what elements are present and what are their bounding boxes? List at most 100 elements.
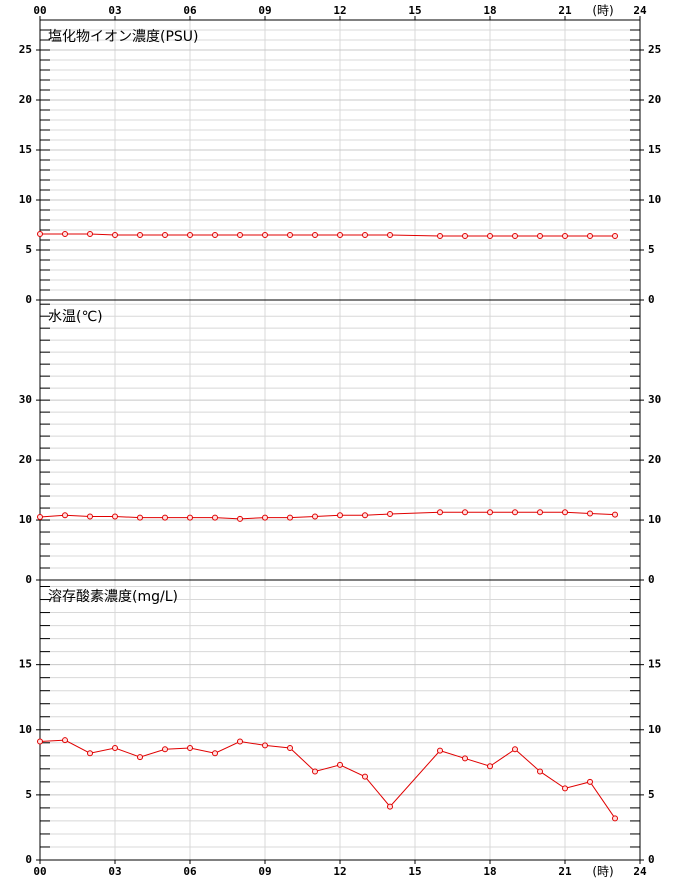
- x-tick-label: 06: [183, 4, 197, 17]
- data-point: [562, 509, 568, 516]
- data-point: [512, 509, 518, 516]
- x-tick-label: 15: [408, 4, 421, 17]
- y-tick-label: 10: [19, 723, 32, 736]
- data-line: [39, 511, 616, 520]
- data-line: [40, 233, 615, 237]
- data-point: [562, 233, 568, 239]
- x-tick-label: 18: [483, 4, 496, 17]
- x-tick-label: 09: [258, 865, 271, 878]
- data-point: [212, 232, 218, 238]
- data-point: [512, 233, 518, 239]
- y-tick-label: 20: [648, 93, 661, 106]
- data-point: [587, 778, 593, 785]
- y-tick-label: 5: [25, 243, 32, 256]
- data-point: [462, 509, 468, 516]
- data-point: [337, 512, 343, 519]
- y-tick-label: 25: [19, 43, 32, 56]
- x-tick-label: 18: [483, 865, 496, 878]
- data-point: [462, 755, 468, 762]
- x-tick-label: 03: [108, 865, 121, 878]
- data-point: [437, 747, 443, 754]
- data-point: [187, 232, 193, 238]
- y-tick-label: 30: [19, 393, 32, 406]
- data-point: [387, 232, 393, 238]
- y-tick-label: 15: [648, 143, 661, 156]
- data-point: [37, 738, 43, 745]
- data-point: [62, 231, 68, 237]
- data-point: [362, 232, 368, 238]
- data-point: [587, 510, 593, 517]
- data-point: [162, 232, 168, 238]
- data-point: [337, 232, 343, 238]
- panel-title: 塩化物イオン濃度(PSU): [48, 29, 199, 45]
- x-axis-unit: (時): [592, 4, 613, 18]
- data-point: [137, 754, 143, 761]
- data-point: [37, 231, 43, 237]
- data-point: [437, 509, 443, 516]
- data-line: [39, 739, 616, 819]
- data-point: [137, 232, 143, 238]
- data-point: [287, 514, 293, 521]
- data-point: [112, 513, 118, 520]
- data-point: [612, 233, 618, 239]
- data-point: [262, 514, 268, 521]
- data-point: [487, 233, 493, 239]
- y-tick-label: 0: [25, 573, 32, 586]
- y-tick-label: 0: [25, 853, 32, 866]
- data-point: [312, 513, 318, 520]
- y-tick-label: 15: [19, 143, 32, 156]
- data-point: [387, 511, 393, 518]
- data-point: [512, 746, 518, 753]
- data-point: [287, 745, 293, 751]
- data-point: [562, 785, 568, 792]
- y-tick-label: 5: [648, 788, 655, 801]
- y-tick-label: 5: [648, 243, 655, 256]
- data-point: [612, 511, 618, 518]
- data-point: [112, 745, 118, 751]
- data-point: [462, 233, 468, 239]
- y-tick-label: 25: [648, 43, 661, 56]
- data-point: [212, 750, 218, 757]
- x-axis-unit: (時): [592, 865, 613, 879]
- data-point: [87, 513, 93, 520]
- data-point: [387, 803, 393, 810]
- data-point: [312, 232, 318, 238]
- y-tick-label: 10: [19, 193, 32, 206]
- y-tick-label: 5: [25, 788, 32, 801]
- data-point: [587, 233, 593, 239]
- data-point: [287, 232, 293, 238]
- data-point: [87, 750, 93, 757]
- data-point: [162, 514, 168, 521]
- y-tick-label: 30: [648, 393, 661, 406]
- y-tick-label: 0: [648, 293, 655, 306]
- data-point: [37, 514, 43, 521]
- y-tick-label: 10: [648, 193, 661, 206]
- data-point: [137, 514, 143, 521]
- data-point: [437, 233, 443, 239]
- data-point: [337, 761, 343, 768]
- x-tick-label: 21: [558, 865, 572, 878]
- y-tick-label: 15: [648, 658, 661, 671]
- data-point: [362, 773, 368, 780]
- x-tick-label: 15: [408, 865, 421, 878]
- panel-title: 溶存酸素濃度(mg/L): [48, 589, 178, 605]
- x-tick-label: 00: [33, 865, 46, 878]
- data-point: [162, 746, 168, 753]
- y-tick-label: 20: [19, 453, 32, 466]
- data-point: [537, 233, 543, 239]
- data-point: [87, 231, 93, 237]
- y-tick-label: 20: [648, 453, 661, 466]
- x-tick-label: 03: [108, 4, 121, 17]
- data-point: [537, 509, 543, 516]
- data-point: [62, 737, 68, 744]
- data-point: [237, 738, 243, 745]
- y-tick-label: 10: [648, 723, 661, 736]
- x-tick-label: 12: [333, 865, 346, 878]
- data-point: [362, 512, 368, 519]
- data-point: [487, 763, 493, 770]
- x-tick-label: 24: [633, 865, 647, 878]
- data-point: [112, 232, 118, 238]
- y-tick-label: 0: [648, 573, 655, 586]
- data-point: [187, 514, 193, 521]
